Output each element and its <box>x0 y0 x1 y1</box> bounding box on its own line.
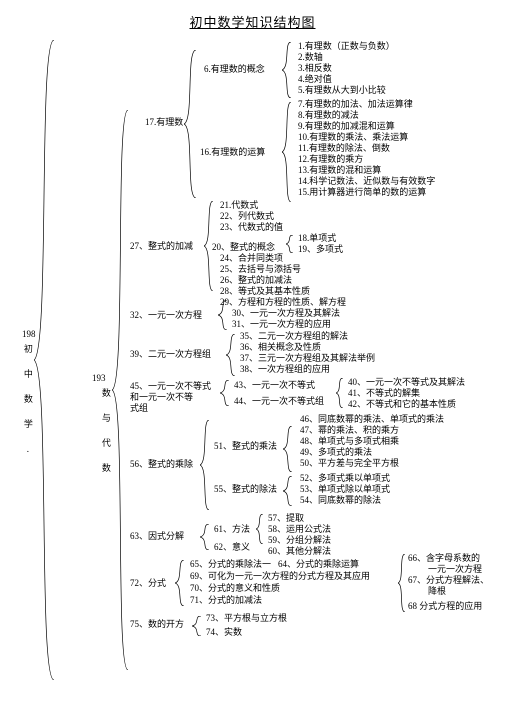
l18: 18.单项式 <box>298 234 336 244</box>
l42: 42、不等式和它的基本性质 <box>348 400 456 410</box>
s72: 72、分式 <box>130 579 166 589</box>
brace-lvl1 <box>112 110 130 670</box>
l15: 15.用计算器进行简单的数的运算 <box>298 188 426 198</box>
s20: 20、整式的概念 <box>212 243 275 253</box>
brace-s39 <box>226 334 236 376</box>
l9: 9.有理数的加减混和运算 <box>298 122 395 132</box>
l58: 58、运用公式法 <box>268 525 331 535</box>
s73: 73、平方根与立方根 <box>206 614 287 624</box>
s61: 61、方法 <box>214 525 250 535</box>
l14: 14.科学记数法、近似数与有效数字 <box>298 177 435 187</box>
l65: 65、分式的乘除法一 <box>190 560 271 570</box>
s62: 62、意义 <box>214 543 250 553</box>
l1: 1.有理数（正数与负数） <box>298 42 395 52</box>
l30: 30、一元一次方程及其解法 <box>232 309 340 319</box>
l43: 43、一元一次不等式 <box>234 381 315 391</box>
l40: 40、一元一次不等式及其解法 <box>348 378 465 388</box>
l36: 36、相关概念及性质 <box>240 343 321 353</box>
s32: 32、一元一次方程 <box>130 311 202 321</box>
s56: 56、整式的乘除 <box>130 460 193 470</box>
l66: 66、含字母系数的 <box>408 554 480 564</box>
l64: 64、分式的乘除运算 <box>278 560 359 570</box>
l49: 49、多项式的乘法 <box>300 448 372 458</box>
lvl1-num: 193 <box>92 374 106 384</box>
l41: 41、不等式的解集 <box>348 389 420 399</box>
l19: 19、多项式 <box>298 245 343 255</box>
l24: 24、合并同类项 <box>220 254 283 264</box>
l46: 46、同底数幂的乘法、单项式的乘法 <box>300 415 444 425</box>
brace-root <box>34 40 56 680</box>
brace-s63 <box>200 524 210 550</box>
l31: 31、一元一次方程的应用 <box>232 320 331 330</box>
brace-s56 <box>200 420 210 510</box>
l54: 54、同底数幂的除法 <box>300 496 381 506</box>
brace-s75 <box>192 616 202 636</box>
l26: 26、整式的加减法 <box>220 276 292 286</box>
l57: 57、提取 <box>268 514 304 524</box>
l5: 5.有理数从大到小比较 <box>298 86 386 96</box>
s16: 16.有理数的运算 <box>200 148 265 158</box>
l52: 52、多项式乘以单项式 <box>300 474 390 484</box>
brace-s66 <box>398 554 406 612</box>
brace-s61 <box>256 514 264 544</box>
l22: 22、列代数式 <box>220 212 274 222</box>
l59: 59、分组分解法 <box>268 536 331 546</box>
s39: 39、二元一次方程组 <box>130 350 211 360</box>
l12: 12.有理数的乘方 <box>298 155 363 165</box>
l44: 44、一元一次不等式组 <box>234 397 324 407</box>
s6: 6.有理数的概念 <box>204 65 265 75</box>
l67: 67、分式方程解法、 <box>408 576 489 586</box>
l35: 35、二元一次方程组的解法 <box>240 332 348 342</box>
l7: 7.有理数的加法、加法运算律 <box>298 100 413 110</box>
l50: 50、平方差与完全平方根 <box>300 459 399 469</box>
s27: 27、整式的加减 <box>130 242 193 252</box>
s63: 63、因式分解 <box>130 532 184 542</box>
l13: 13.有理数的混和运算 <box>298 166 381 176</box>
l70: 70、分式的意义和性质 <box>190 584 280 594</box>
lvl1-label: 数 与 代 数 <box>100 388 110 475</box>
s51: 51、整式的乘法 <box>214 442 277 452</box>
l74: 74、实数 <box>206 628 242 638</box>
root-label: 初 中 数 学 . <box>22 344 32 457</box>
s45b: 和一元一次不等 <box>130 393 193 403</box>
l28: 28、等式及其基本性质 <box>220 287 310 297</box>
brace-s72 <box>175 560 185 606</box>
l67b: 降根 <box>428 587 446 597</box>
s75: 75、数的开方 <box>130 620 184 630</box>
brace-s51 <box>283 426 293 472</box>
l66b: 一元一次方程 <box>428 565 482 575</box>
page-title: 初中数学知识结构图 <box>0 12 505 31</box>
l25: 25、去括号与添括号 <box>220 265 301 275</box>
l11: 11.有理数的除法、倒数 <box>298 144 390 154</box>
s29: 29、方程和方程的性质、解方程 <box>220 298 346 308</box>
l69: 69、可化为一元一次方程的分式方程及其应用 <box>190 572 370 582</box>
l3: 3.相反数 <box>298 64 332 74</box>
brace-s55 <box>283 476 293 506</box>
l38: 38、一次方程组的应用 <box>240 365 330 375</box>
s45a: 45、一元一次不等式 <box>130 382 211 392</box>
l23: 23、代数式的值 <box>220 223 283 233</box>
brace-s6 <box>282 42 292 98</box>
s17: 17.有理数 <box>145 118 183 128</box>
brace-s20 <box>286 235 294 253</box>
l48: 48、单项式与多项式相乘 <box>300 437 399 447</box>
l8: 8.有理数的减法 <box>298 111 359 121</box>
l21: 21.代数式 <box>220 201 258 211</box>
l4: 4.绝对值 <box>298 75 332 85</box>
brace-s45 <box>220 380 230 406</box>
l71: 71、分式的加减法 <box>190 596 262 606</box>
l53: 53、单项式除以单项式 <box>300 485 390 495</box>
brace-s17 <box>184 50 198 198</box>
l47: 47、幂的乘法、积的乘方 <box>300 426 399 436</box>
l60: 60、其他分解法 <box>268 547 331 557</box>
brace-s45r <box>336 378 344 408</box>
l68: 68 分式方程的应用 <box>408 602 482 612</box>
l37: 37、三元一次方程组及其解法举例 <box>240 354 375 364</box>
l10: 10.有理数的乘法、乘法运算 <box>298 133 408 143</box>
l2: 2.数轴 <box>298 53 323 63</box>
s45c: 式组 <box>130 404 148 414</box>
s55: 55、整式的除法 <box>214 485 277 495</box>
brace-s16 <box>282 102 292 202</box>
